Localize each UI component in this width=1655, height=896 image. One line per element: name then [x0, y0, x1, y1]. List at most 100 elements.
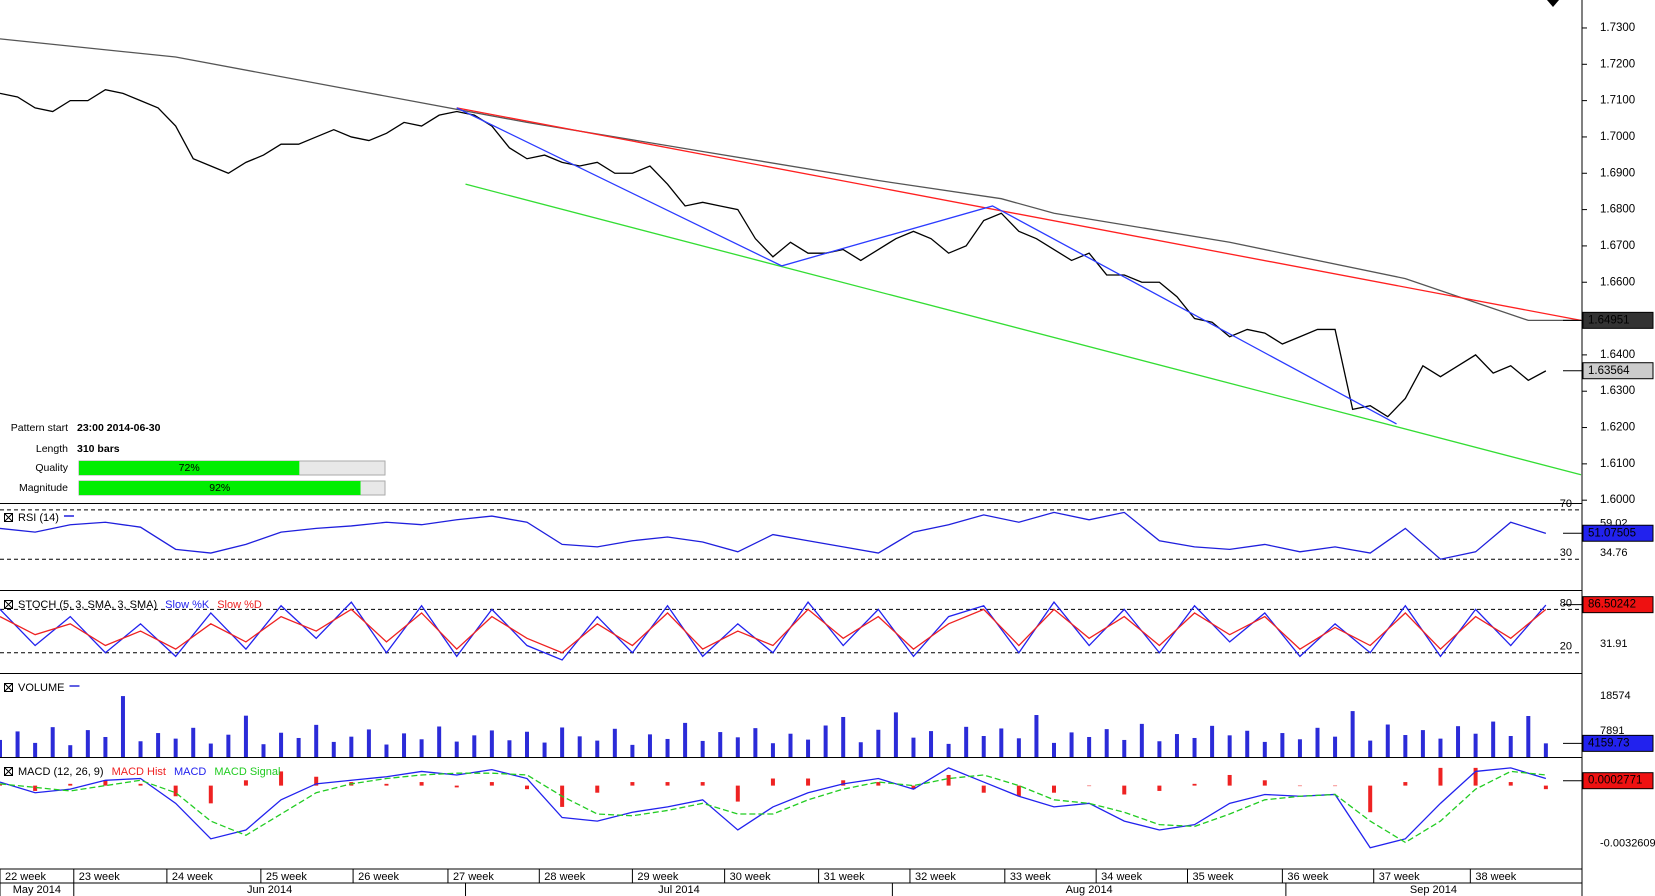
legend-entry: MACD Hist [112, 766, 166, 778]
bar [1403, 782, 1408, 786]
value-box [1582, 772, 1654, 790]
y-tick-label: 1.7000 [1600, 131, 1635, 143]
panel-title: RSI (14) [18, 512, 59, 524]
bar [1192, 783, 1197, 786]
bar [279, 771, 284, 786]
bar [314, 724, 319, 757]
bar [788, 733, 793, 757]
x-tick-label: 22 week [5, 871, 46, 883]
value-box-label: 1.64951 [1588, 314, 1630, 326]
pattern-label: Length [36, 443, 68, 455]
bar [858, 742, 863, 757]
bar [173, 738, 178, 757]
bar [1157, 785, 1162, 791]
bar [1297, 739, 1302, 757]
x-tick-label: 33 week [1010, 871, 1051, 883]
bar [700, 740, 705, 757]
y-tick-label: 20 [1560, 641, 1572, 653]
bar [1122, 785, 1127, 795]
value-box-label: 4159.73 [1588, 737, 1630, 749]
month-label: Sep 2014 [1410, 884, 1457, 896]
legend-entry: MACD [174, 766, 206, 778]
bar [1420, 730, 1425, 757]
x-tick-label: 34 week [1101, 871, 1142, 883]
panel-icon [4, 767, 13, 776]
x-tick-label: 36 week [1287, 871, 1328, 883]
value-box [1582, 734, 1654, 752]
bar [630, 782, 635, 786]
bar [1385, 724, 1390, 757]
bar [577, 736, 582, 757]
bar [331, 741, 336, 757]
bar [1438, 767, 1443, 786]
bar [823, 725, 828, 757]
panel-icon-cross [4, 683, 13, 692]
marker-label: -0.0032609 [1600, 837, 1655, 849]
bar [1034, 715, 1039, 757]
panel-icon-cross [4, 767, 13, 776]
bar [437, 726, 442, 757]
value-box-label: 0.0002771 [1588, 775, 1642, 787]
bar [999, 728, 1004, 757]
y-tick-label: 1.6900 [1600, 167, 1635, 179]
marker-label: 31.91 [1600, 638, 1628, 650]
bar [1333, 785, 1338, 787]
panel-legend: MACD (12, 26, 9) MACD Hist MACD MACD Signal [18, 766, 280, 778]
y-tick-label: 70 [1560, 498, 1572, 510]
x-tick-label: 23 week [79, 871, 120, 883]
series-line [465, 183, 1582, 476]
series-line [456, 107, 1397, 425]
panel-title: STOCH (5, 3, SMA, 3, SMA) [18, 599, 157, 611]
bar [1227, 774, 1232, 786]
bar [964, 726, 969, 757]
bar [1052, 742, 1056, 757]
value-box [1582, 524, 1654, 542]
x-tick-label: 24 week [172, 871, 213, 883]
bar [770, 743, 775, 757]
x-tick-label: 31 week [824, 871, 865, 883]
bar [753, 728, 758, 757]
bar [630, 744, 635, 757]
bar [50, 727, 55, 757]
bar [735, 785, 740, 802]
y-tick-label: 1.6100 [1600, 458, 1635, 470]
y-tick-label: 1.6700 [1600, 240, 1635, 252]
value-box [1582, 311, 1654, 329]
panel-title: MACD (12, 26, 9) [18, 766, 104, 778]
bar [454, 785, 459, 788]
bar [1438, 738, 1443, 757]
pattern-bar [79, 481, 361, 495]
bar [1122, 739, 1127, 757]
bar [525, 731, 529, 757]
month-label: May 2014 [13, 884, 61, 896]
bar [243, 780, 248, 786]
bar [946, 743, 951, 757]
bar [454, 741, 459, 757]
pattern-label: Pattern start [11, 422, 68, 434]
bar [349, 736, 354, 757]
bar [806, 778, 811, 786]
bar [1262, 741, 1267, 757]
x-tick-label: 32 week [915, 871, 956, 883]
bar [1473, 767, 1478, 786]
bar [243, 715, 248, 757]
bar [1087, 736, 1092, 757]
series-line [0, 38, 1581, 322]
bar [402, 733, 407, 757]
x-tick-label: 30 week [730, 871, 771, 883]
bar [911, 737, 916, 757]
series-line [0, 767, 1547, 849]
bar [981, 785, 986, 793]
panel-legend: RSI (14) [18, 512, 59, 524]
bar [68, 783, 73, 786]
bar [595, 740, 600, 757]
panel-legend: STOCH (5, 3, SMA, 3, SMA) Slow %K Slow %D [18, 599, 262, 611]
series-line [0, 89, 1547, 418]
bar [981, 736, 986, 757]
bar [1262, 780, 1267, 786]
bar [647, 734, 652, 757]
bar [1104, 729, 1109, 757]
bar [1368, 740, 1373, 757]
pattern-bar-label: 92% [209, 482, 230, 494]
